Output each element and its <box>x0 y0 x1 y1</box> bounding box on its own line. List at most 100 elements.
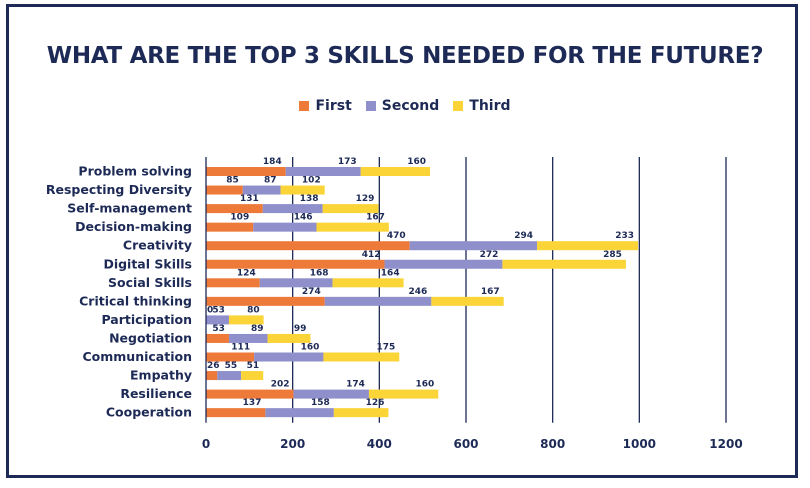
data-label-participation-first: 0 <box>207 305 213 315</box>
bar-empathy-third <box>241 371 264 381</box>
bar-digital-skills-second <box>384 259 503 269</box>
bar-communication-first <box>206 352 255 362</box>
x-tick-label-800: 800 <box>540 437 565 451</box>
data-label-cooperation-second: 158 <box>311 398 330 408</box>
bar-social-skills-third <box>332 278 404 288</box>
data-label-decision-making-second: 146 <box>294 213 313 223</box>
data-label-participation-third: 80 <box>247 305 260 315</box>
category-label-critical-thinking: Critical thinking <box>79 293 192 308</box>
x-tick-label-600: 600 <box>453 437 478 451</box>
data-label-negotiation-second: 89 <box>251 324 264 334</box>
data-label-critical-thinking-second: 246 <box>409 287 428 297</box>
data-label-self-management-second: 138 <box>300 194 319 204</box>
category-label-self-management: Self-management <box>67 201 192 216</box>
bar-cooperation-second <box>265 408 334 418</box>
bar-digital-skills-first <box>206 259 385 269</box>
data-label-digital-skills-second: 272 <box>480 250 499 260</box>
data-label-digital-skills-third: 285 <box>603 250 622 260</box>
data-label-empathy-second: 55 <box>225 361 238 371</box>
data-label-resilience-first: 202 <box>271 380 290 390</box>
bar-decision-making-third <box>316 222 389 232</box>
data-label-digital-skills-first: 412 <box>362 250 381 260</box>
data-label-critical-thinking-first: 274 <box>302 287 321 297</box>
x-tick-label-0: 0 <box>202 437 210 451</box>
bar-creativity-third <box>537 241 639 251</box>
data-label-communication-third: 175 <box>376 343 395 353</box>
bar-empathy-second <box>217 371 242 381</box>
legend-label-first: First <box>315 98 352 114</box>
bar-participation-second <box>206 315 229 325</box>
category-label-empathy: Empathy <box>130 368 192 383</box>
bar-problem-solving-first <box>206 167 286 176</box>
legend-label-third: Third <box>469 98 511 114</box>
bar-negotiation-second <box>228 333 268 343</box>
category-label-negotiation: Negotiation <box>109 330 192 345</box>
data-label-social-skills-third: 164 <box>381 268 400 278</box>
bar-self-management-third <box>322 204 379 214</box>
bar-communication-third <box>323 352 400 362</box>
bar-critical-thinking-second <box>324 296 432 306</box>
bar-resilience-first <box>206 389 294 399</box>
data-label-self-management-first: 131 <box>240 194 259 204</box>
data-label-empathy-first: 26 <box>207 361 220 371</box>
x-tick-label-1200: 1200 <box>709 437 742 451</box>
bar-self-management-first <box>206 204 263 214</box>
bar-communication-second <box>254 352 324 362</box>
data-label-self-management-third: 129 <box>356 194 375 204</box>
data-label-problem-solving-second: 173 <box>338 157 357 167</box>
bar-social-skills-second <box>259 278 333 288</box>
bar-decision-making-first <box>206 222 254 232</box>
category-label-respecting-diversity: Respecting Diversity <box>46 182 192 197</box>
bar-social-skills-first <box>206 278 260 288</box>
x-tick-label-1000: 1000 <box>623 437 656 451</box>
data-label-respecting-diversity-third: 102 <box>302 176 321 186</box>
data-label-social-skills-first: 124 <box>237 268 256 278</box>
bar-critical-thinking-first <box>206 296 325 306</box>
chart-legend: First Second Third <box>0 98 810 114</box>
bar-negotiation-third <box>267 333 311 343</box>
bar-respecting-diversity-first <box>206 185 243 195</box>
legend-label-second: Second <box>381 98 440 114</box>
category-label-cooperation: Cooperation <box>106 405 192 420</box>
bar-respecting-diversity-third <box>280 185 325 195</box>
category-label-problem-solving: Problem solving <box>78 164 192 179</box>
bar-creativity-second <box>409 241 538 251</box>
data-label-communication-first: 111 <box>231 343 250 353</box>
legend-swatch-second <box>365 101 376 111</box>
data-label-negotiation-third: 99 <box>294 324 307 334</box>
category-label-decision-making: Decision-making <box>75 219 192 234</box>
data-label-respecting-diversity-first: 85 <box>226 176 239 186</box>
legend-item-second: Second <box>365 98 440 114</box>
data-label-participation-second: 53 <box>212 305 225 315</box>
bar-problem-solving-second <box>285 167 361 176</box>
data-label-empathy-third: 51 <box>247 361 260 371</box>
category-label-social-skills: Social Skills <box>108 275 192 290</box>
data-label-critical-thinking-third: 167 <box>481 287 500 297</box>
bar-respecting-diversity-second <box>242 185 281 195</box>
legend-swatch-first <box>299 101 310 111</box>
bar-problem-solving-third <box>360 167 431 176</box>
bar-resilience-second <box>293 389 369 399</box>
category-label-creativity: Creativity <box>123 238 192 253</box>
data-label-cooperation-third: 126 <box>366 398 385 408</box>
data-label-creativity-third: 233 <box>615 231 634 241</box>
data-label-resilience-third: 160 <box>415 380 434 390</box>
bar-empathy-first <box>206 371 218 381</box>
legend-item-third: Third <box>453 98 511 114</box>
bar-resilience-third <box>368 389 439 399</box>
category-label-communication: Communication <box>83 349 193 364</box>
chart-title: WHAT ARE THE TOP 3 SKILLS NEEDED FOR THE… <box>46 43 764 69</box>
data-label-cooperation-first: 137 <box>243 398 262 408</box>
data-label-decision-making-third: 167 <box>366 213 385 223</box>
data-label-resilience-second: 174 <box>346 380 365 390</box>
chart-frame <box>6 4 798 478</box>
data-label-communication-second: 160 <box>301 343 320 353</box>
bar-participation-third <box>228 315 264 325</box>
data-label-negotiation-first: 53 <box>212 324 225 334</box>
x-tick-label-200: 200 <box>280 437 305 451</box>
bar-creativity-first <box>206 241 410 251</box>
category-label-digital-skills: Digital Skills <box>103 256 192 271</box>
data-label-respecting-diversity-second: 87 <box>264 176 277 186</box>
bar-self-management-second <box>262 204 323 214</box>
bar-critical-thinking-third <box>431 296 504 306</box>
